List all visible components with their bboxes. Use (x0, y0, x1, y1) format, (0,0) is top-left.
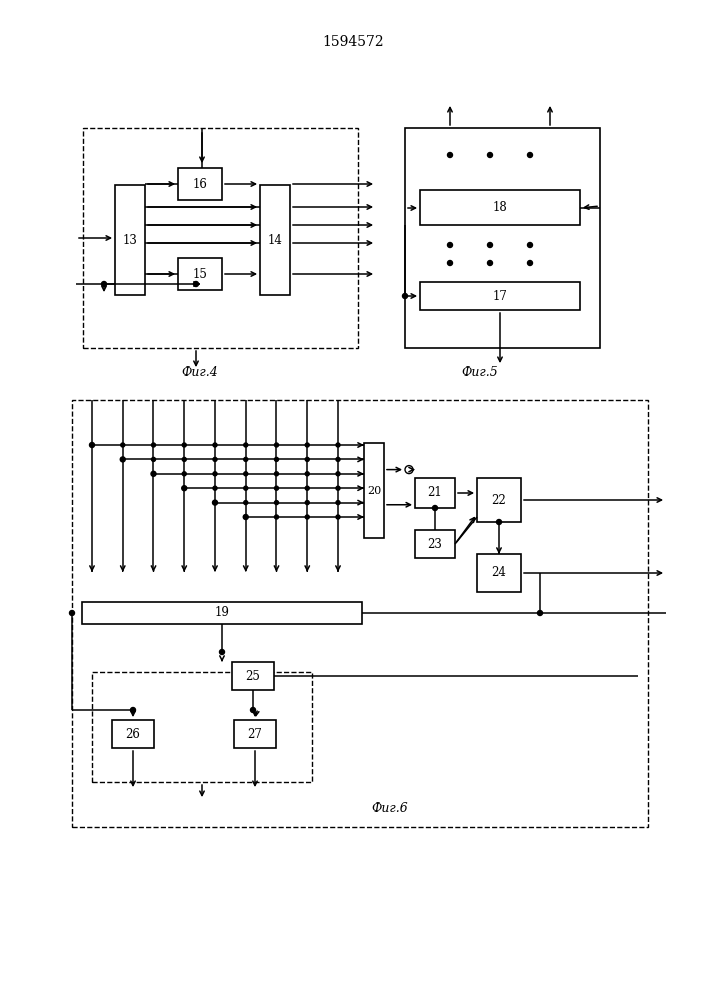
Text: 13: 13 (122, 233, 137, 246)
Circle shape (305, 515, 309, 519)
Circle shape (527, 242, 532, 247)
Circle shape (336, 472, 340, 476)
Circle shape (213, 443, 217, 447)
Text: 16: 16 (192, 178, 207, 190)
Text: 22: 22 (491, 493, 506, 506)
Circle shape (151, 457, 156, 461)
Circle shape (274, 515, 279, 519)
Circle shape (405, 466, 413, 474)
Circle shape (244, 501, 247, 505)
Circle shape (488, 260, 493, 265)
Circle shape (305, 443, 309, 447)
Circle shape (69, 610, 74, 615)
Circle shape (244, 457, 247, 461)
Circle shape (151, 471, 156, 476)
Circle shape (433, 506, 438, 510)
Circle shape (102, 282, 107, 286)
Circle shape (305, 486, 309, 490)
Bar (420, 190, 580, 225)
Circle shape (250, 708, 255, 712)
Bar (178, 168, 222, 200)
Circle shape (305, 472, 309, 476)
Bar (260, 185, 290, 295)
Circle shape (336, 457, 340, 461)
Text: 23: 23 (428, 538, 443, 550)
Circle shape (274, 486, 279, 490)
Circle shape (182, 443, 186, 447)
Text: 27: 27 (247, 728, 262, 740)
Circle shape (496, 520, 501, 524)
Circle shape (448, 242, 452, 247)
Bar (115, 185, 145, 295)
Circle shape (121, 443, 124, 447)
Text: 19: 19 (214, 606, 230, 619)
Circle shape (131, 708, 136, 712)
Circle shape (244, 443, 247, 447)
Circle shape (182, 486, 187, 491)
Text: 1594572: 1594572 (322, 35, 384, 49)
Circle shape (213, 486, 217, 490)
Circle shape (527, 152, 532, 157)
Circle shape (527, 260, 532, 265)
Circle shape (448, 260, 452, 265)
Circle shape (488, 242, 493, 247)
Bar (405, 128, 600, 348)
Circle shape (182, 472, 186, 476)
Bar (234, 720, 276, 748)
Circle shape (305, 501, 309, 505)
Circle shape (90, 442, 95, 448)
Bar (72, 400, 648, 827)
Circle shape (305, 457, 309, 461)
Text: 15: 15 (192, 267, 207, 280)
Bar (92, 672, 312, 782)
Circle shape (448, 152, 452, 157)
Circle shape (274, 501, 279, 505)
Circle shape (151, 443, 156, 447)
Bar (420, 282, 580, 310)
Circle shape (213, 472, 217, 476)
Circle shape (336, 443, 340, 447)
Text: 21: 21 (428, 487, 443, 499)
Text: Фиг.6: Фиг.6 (372, 802, 409, 814)
Circle shape (402, 294, 407, 298)
Circle shape (219, 650, 225, 654)
Circle shape (213, 457, 217, 461)
Text: Фиг.5: Фиг.5 (462, 365, 498, 378)
Circle shape (182, 457, 186, 461)
Text: Фиг.4: Фиг.4 (182, 365, 218, 378)
Text: 17: 17 (493, 290, 508, 302)
Circle shape (194, 282, 199, 286)
Bar (415, 478, 455, 508)
Bar (232, 662, 274, 690)
Circle shape (274, 457, 279, 461)
Bar (477, 554, 521, 592)
Bar (477, 478, 521, 522)
Text: 14: 14 (267, 233, 282, 246)
Circle shape (488, 152, 493, 157)
Circle shape (213, 500, 218, 505)
Circle shape (274, 472, 279, 476)
Bar (415, 530, 455, 558)
Text: 18: 18 (493, 201, 508, 214)
Circle shape (537, 610, 542, 615)
Bar (112, 720, 154, 748)
Text: 20: 20 (367, 486, 381, 495)
Bar (83, 128, 358, 348)
Circle shape (244, 472, 247, 476)
Circle shape (336, 515, 340, 519)
Text: 26: 26 (126, 728, 141, 740)
Text: 25: 25 (245, 670, 260, 682)
Bar (82, 602, 362, 624)
Bar (364, 443, 384, 538)
Circle shape (244, 486, 247, 490)
Circle shape (243, 514, 248, 520)
Circle shape (120, 457, 125, 462)
Bar (178, 258, 222, 290)
Circle shape (274, 443, 279, 447)
Circle shape (336, 501, 340, 505)
Text: 24: 24 (491, 566, 506, 580)
Circle shape (336, 486, 340, 490)
